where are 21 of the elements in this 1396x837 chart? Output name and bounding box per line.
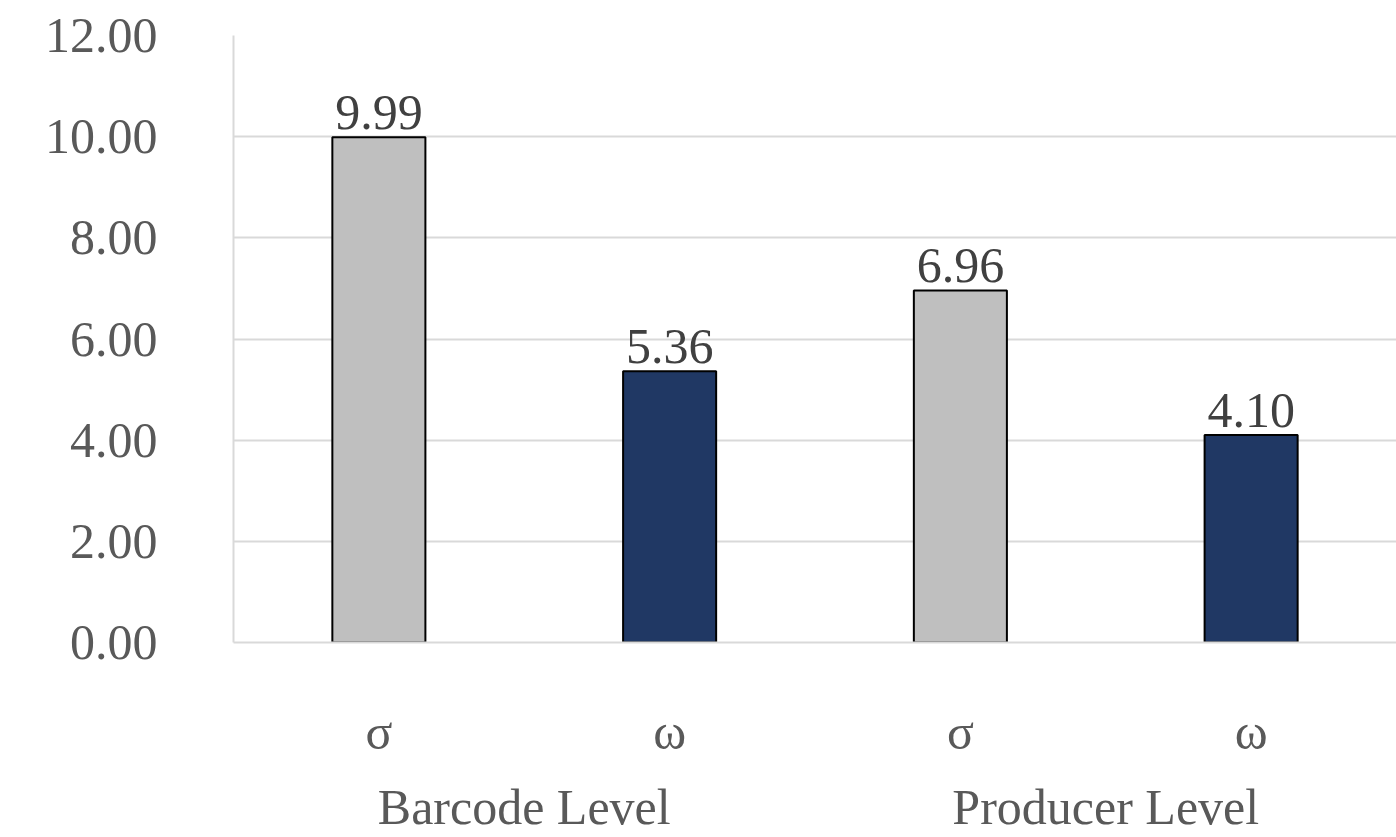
bar [331, 136, 427, 643]
text: Barcode Level [377, 778, 671, 835]
data-label: 6.96 [916, 237, 1005, 294]
y-tick-label: 8.00 [70, 209, 158, 266]
y-tick-label: 6.00 [70, 310, 158, 367]
x-tick-label: σ [946, 703, 974, 760]
y-tick-label: 10.00 [45, 108, 158, 165]
x-tick-label: ω [653, 703, 687, 760]
y-tick-label: 4.00 [70, 411, 158, 468]
bar [1203, 434, 1299, 643]
text: Producer Level [952, 778, 1260, 835]
x-tick-label: σ [365, 703, 393, 760]
y-tick-label: 2.00 [70, 512, 158, 569]
data-label: 5.36 [625, 318, 714, 375]
y-tick-label: 12.00 [45, 7, 158, 63]
bar [622, 370, 718, 643]
y-tick-label: 0.00 [70, 614, 158, 670]
data-label: 4.10 [1207, 382, 1295, 439]
bar [912, 289, 1008, 643]
x-tick-label: ω [1234, 703, 1268, 760]
data-label: 9.99 [335, 84, 423, 141]
